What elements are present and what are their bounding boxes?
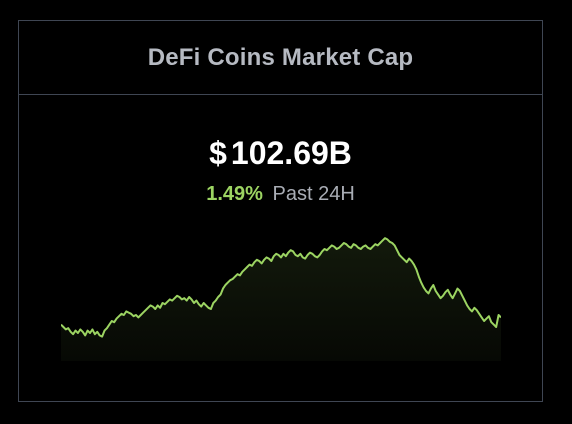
- change-percent: 1.49%: [206, 183, 263, 205]
- market-cap-value: $102.69B: [19, 135, 542, 172]
- card-header: DeFi Coins Market Cap: [19, 21, 542, 95]
- market-cap-amount: 102.69B: [230, 135, 352, 171]
- sparkline-line: [61, 237, 501, 338]
- market-cap-sparkline: [61, 237, 501, 361]
- sparkline-area: [61, 238, 501, 361]
- change-period-label: Past 24H: [272, 183, 355, 205]
- card-title: DeFi Coins Market Cap: [147, 43, 414, 71]
- change-row: 1.49% Past 24H: [19, 183, 542, 206]
- market-cap-card: DeFi Coins Market Cap $102.69B 1.49% Pas…: [18, 20, 543, 402]
- currency-symbol: $: [209, 135, 227, 171]
